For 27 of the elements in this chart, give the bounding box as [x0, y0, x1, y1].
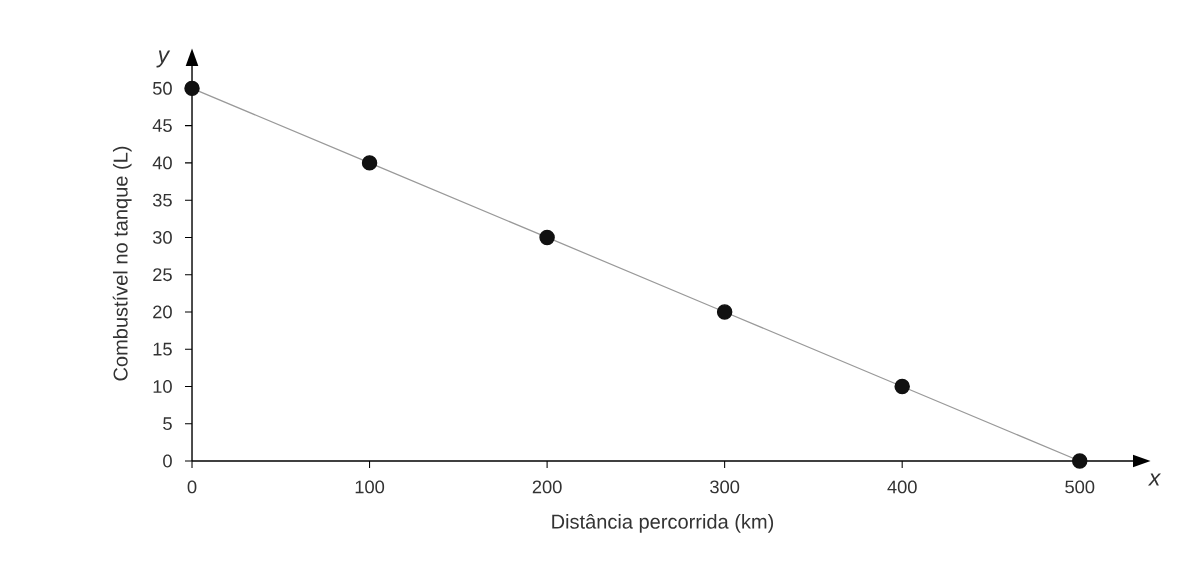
y-tick-label: 5: [163, 417, 172, 431]
point: [716, 304, 733, 320]
y-tick-label: 50: [152, 81, 172, 95]
y-tick-label: 45: [152, 119, 172, 132]
y-tick-label: 10: [153, 379, 172, 393]
point: [539, 229, 555, 246]
text: x: [1147, 473, 1161, 486]
y-tick-label: 0: [163, 454, 172, 468]
text: y: [156, 50, 171, 68]
x-tick-label: 100: [355, 480, 385, 494]
point: [894, 378, 910, 395]
x-tick-label: 400: [887, 480, 917, 494]
y-axis-title: Combustível no tanque (L): [112, 146, 132, 381]
x-tick-label: 500: [1065, 480, 1095, 494]
point: [361, 155, 378, 171]
y-tick-label: 35: [152, 193, 172, 207]
point: [184, 80, 200, 97]
x-axis-title: Distância percorrida (km): [552, 514, 774, 533]
y-tick-label: 40: [152, 156, 172, 170]
y-tick-label: 15: [153, 342, 172, 356]
x-tick-label: 200: [532, 480, 562, 494]
y-tick-label: 25: [153, 268, 172, 282]
y-tick-label: 20: [153, 305, 172, 319]
point: [1071, 453, 1088, 469]
x-tick-label: 300: [710, 480, 740, 494]
y-tick-label: 30: [152, 230, 172, 244]
x-tick-label: 0: [187, 480, 197, 494]
